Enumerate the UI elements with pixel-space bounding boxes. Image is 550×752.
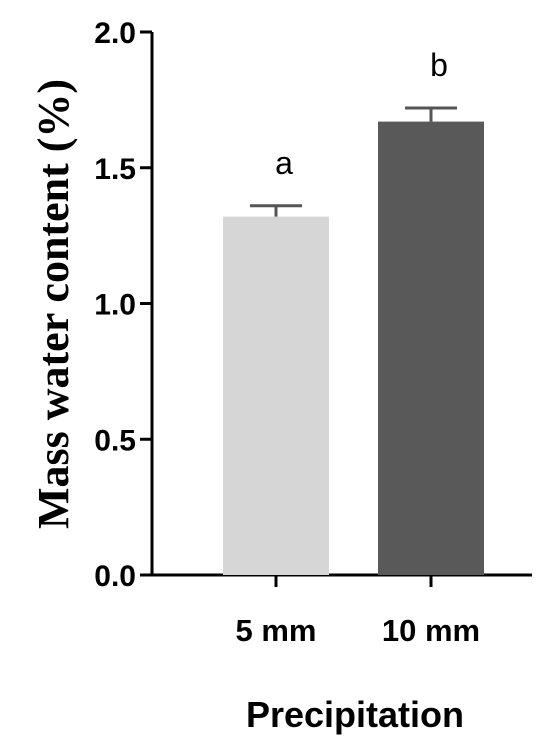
- bar: [223, 216, 329, 575]
- y-tick-label: 0.5: [94, 424, 136, 457]
- significance-label: a: [275, 145, 293, 181]
- axes: 0.0 0.5 1.0 1.5 2.0 5 mm 10 mm: [94, 17, 532, 648]
- x-tick-label: 5 mm: [236, 613, 317, 648]
- y-tick-label: 1.5: [94, 153, 136, 186]
- y-tick-label: 2.0: [94, 17, 136, 50]
- y-axis-label: Mass water content (%): [29, 79, 78, 529]
- y-tick-label: 1.0: [94, 289, 136, 322]
- bar: [378, 121, 484, 575]
- y-tick-label: 0.0: [94, 560, 136, 593]
- bars: ab: [223, 47, 484, 575]
- x-tick-label: 10 mm: [382, 613, 480, 648]
- significance-label: b: [430, 47, 448, 83]
- x-axis-label: Precipitation: [246, 694, 464, 735]
